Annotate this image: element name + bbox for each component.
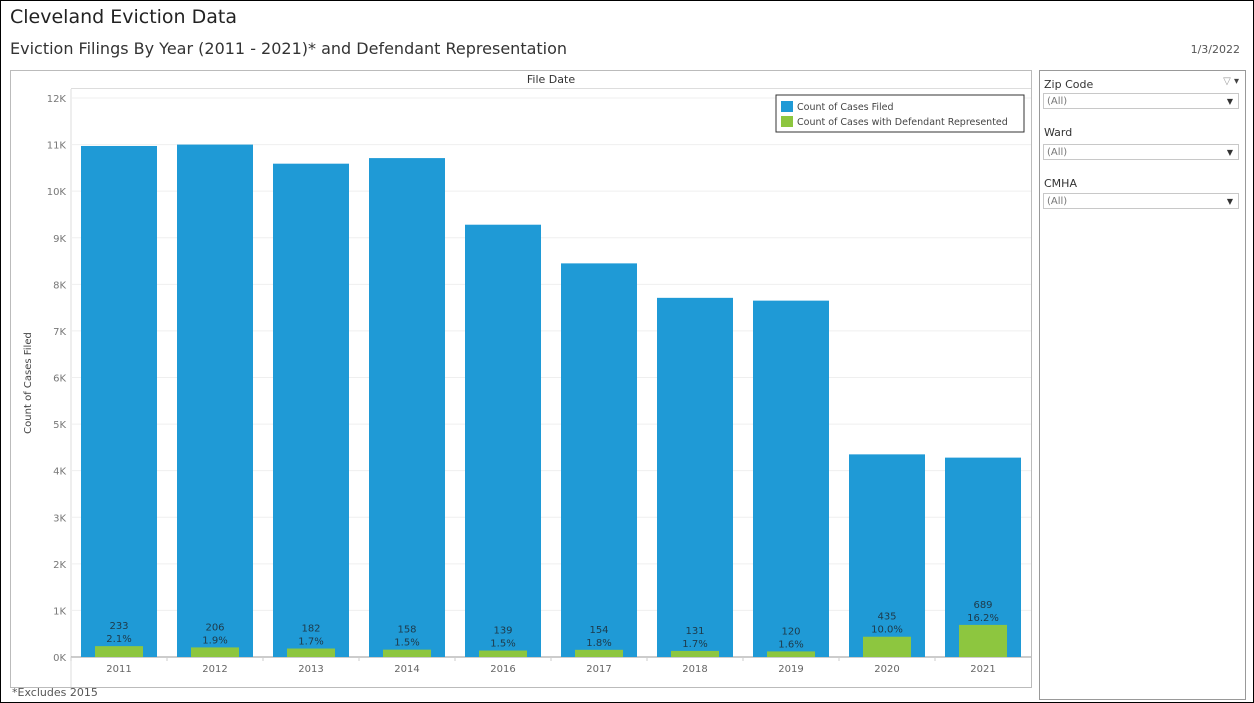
value-label: 233: [109, 621, 128, 632]
pct-label: 1.5%: [394, 638, 419, 649]
funnel-icon[interactable]: ▽: [1223, 76, 1231, 87]
zip-code-value: (All): [1047, 96, 1068, 107]
zip-code-select[interactable]: (All) ▼: [1043, 93, 1239, 109]
x-tick-label: 2018: [682, 664, 707, 675]
bar-defendant-represented: [191, 647, 239, 657]
y-tick-label: 9K: [53, 234, 66, 245]
bar-cases-filed: [561, 263, 637, 657]
legend-label-represented: Count of Cases with Defendant Represente…: [797, 117, 1008, 128]
bar-cases-filed: [753, 300, 829, 657]
y-tick-label: 8K: [53, 280, 66, 291]
x-tick-label: 2012: [202, 664, 227, 675]
bar-defendant-represented: [95, 646, 143, 657]
pct-label: 10.0%: [871, 625, 903, 636]
x-tick-label: 2021: [970, 664, 995, 675]
dashboard-title: Cleveland Eviction Data: [10, 6, 238, 28]
x-tick-label: 2011: [106, 664, 131, 675]
legend-swatch-filed: [781, 101, 793, 112]
bar-defendant-represented: [863, 636, 911, 657]
y-tick-label: 3K: [53, 513, 66, 524]
y-tick-label: 1K: [53, 606, 66, 617]
report-date: 1/3/2022: [1190, 43, 1240, 56]
bar-defendant-represented: [767, 651, 815, 657]
pct-label: 1.7%: [682, 639, 707, 650]
filter-label-cmha: CMHA: [1044, 177, 1077, 190]
bar-defendant-represented: [959, 624, 1007, 657]
value-label: 154: [589, 625, 608, 636]
value-label: 139: [493, 626, 512, 637]
footnote: *Excludes 2015: [12, 686, 98, 699]
chevron-down-icon[interactable]: ▾: [1233, 76, 1239, 87]
x-tick-label: 2019: [778, 664, 803, 675]
bar-defendant-represented: [383, 649, 431, 657]
bar-defendant-represented: [575, 649, 623, 657]
cmha-value: (All): [1047, 196, 1068, 207]
value-label: 206: [205, 622, 224, 633]
pct-label: 1.9%: [202, 635, 227, 646]
bar-cases-filed: [273, 163, 349, 657]
bar-cases-filed: [81, 145, 157, 657]
ward-select[interactable]: (All) ▼: [1043, 144, 1239, 160]
column-header-file-date: File Date: [71, 71, 1031, 89]
value-label: 120: [781, 626, 800, 637]
cmha-select[interactable]: (All) ▼: [1043, 193, 1239, 209]
value-label: 689: [973, 600, 992, 611]
dropdown-arrow-icon[interactable]: ▼: [1226, 197, 1233, 206]
pct-label: 1.5%: [490, 639, 515, 650]
x-tick-label: 2017: [586, 664, 611, 675]
pct-label: 1.8%: [586, 638, 611, 649]
pct-label: 1.7%: [298, 637, 323, 648]
value-label: 131: [685, 626, 704, 637]
pct-label: 2.1%: [106, 634, 131, 645]
y-tick-label: 12K: [47, 94, 67, 105]
y-tick-label: 4K: [53, 467, 66, 478]
value-label: 435: [877, 612, 896, 623]
dropdown-arrow-icon[interactable]: ▼: [1226, 97, 1233, 106]
filter-label-ward: Ward: [1044, 126, 1073, 139]
pct-label: 16.2%: [967, 613, 999, 624]
filter-icons[interactable]: ▽ ▾: [1223, 76, 1239, 87]
y-tick-label: 7K: [53, 327, 66, 338]
y-tick-label: 11K: [47, 141, 67, 152]
x-tick-label: 2016: [490, 664, 515, 675]
bar-cases-filed: [465, 224, 541, 657]
x-tick-label: 2013: [298, 664, 323, 675]
value-label: 158: [397, 625, 416, 636]
y-tick-label: 0K: [53, 653, 66, 664]
x-tick-label: 2014: [394, 664, 419, 675]
legend-label-filed: Count of Cases Filed: [797, 102, 894, 113]
filter-panel: ▽ ▾ Zip Code (All) ▼ Ward (All) ▼ CMHA (…: [1039, 70, 1246, 700]
x-tick-label: 2020: [874, 664, 899, 675]
bar-defendant-represented: [287, 648, 335, 657]
bar-defendant-represented: [671, 650, 719, 657]
chart-container: File Date 0K 1K 2K 3K 4K 5K 6K 7K 8K 9K 10K 11K 12K C…: [10, 70, 1032, 688]
y-tick-label: 5K: [53, 420, 66, 431]
filter-label-zip-code: Zip Code: [1044, 78, 1094, 91]
bar-cases-filed: [945, 457, 1021, 657]
y-axis-title: Count of Cases Filed: [23, 332, 34, 434]
y-tick-label: 2K: [53, 560, 66, 571]
legend-swatch-represented: [781, 116, 793, 127]
bar-chart: 0K 1K 2K 3K 4K 5K 6K 7K 8K 9K 10K 11K 12K Count of Ca…: [23, 89, 1031, 687]
bar-defendant-represented: [479, 650, 527, 657]
legend-box: [775, 94, 1025, 133]
bar-cases-filed: [369, 158, 445, 657]
bar-cases-filed: [657, 297, 733, 657]
dropdown-arrow-icon[interactable]: ▼: [1226, 148, 1233, 157]
bar-cases-filed: [849, 454, 925, 657]
value-label: 182: [301, 624, 320, 635]
y-tick-label: 6K: [53, 374, 66, 385]
bar-cases-filed: [177, 144, 253, 657]
pct-label: 1.6%: [778, 639, 803, 650]
ward-value: (All): [1047, 147, 1068, 158]
chart-subtitle: Eviction Filings By Year (2011 - 2021)* …: [10, 39, 568, 58]
y-tick-label: 10K: [47, 187, 67, 198]
